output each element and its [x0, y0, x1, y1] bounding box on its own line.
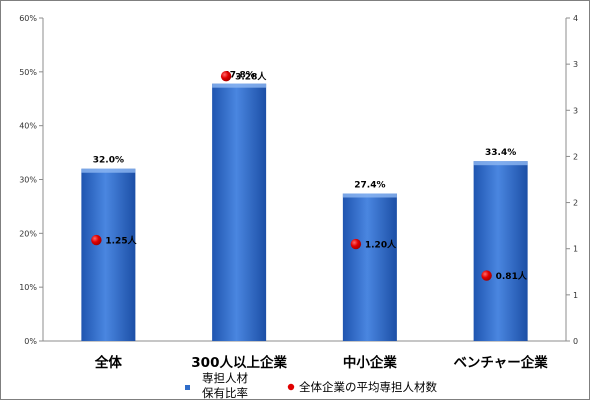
bar-data-label: 47.8% — [224, 71, 255, 81]
bar-data-label: 33.4% — [485, 148, 516, 158]
y-right-tick-label: 2 — [573, 199, 578, 208]
y-right-tick-label: 2 — [573, 152, 578, 161]
bar-data-label: 32.0% — [93, 156, 124, 166]
scatter-point — [220, 70, 232, 82]
legend-dot-label: 全体企業の平均専担人材数 — [299, 380, 437, 394]
legend-bar-swatch — [185, 385, 190, 390]
y-left-tick-label: 10% — [19, 283, 37, 292]
bars: 32.0% 47.8% 27.4% 33.4% — [81, 71, 528, 341]
scatter-point — [350, 238, 362, 250]
x-category-label: 300人以上企業 — [191, 354, 287, 371]
x-category-label: 中小企業 — [343, 354, 397, 371]
bar — [473, 161, 528, 341]
bar — [81, 168, 136, 341]
y-right-tick-label: 3 — [573, 106, 578, 115]
legend-dot-swatch — [287, 383, 295, 391]
bar-top-highlight — [342, 193, 397, 198]
bar — [212, 83, 267, 341]
x-category-label: ベンチャー企業 — [453, 354, 548, 371]
bar — [342, 193, 397, 341]
y-left-tick-label: 40% — [19, 122, 37, 131]
bar-top-highlight — [81, 168, 136, 173]
y-right-tick-label: 3 — [573, 60, 578, 69]
category-labels: 全体 300人以上企業 中小企業 ベンチャー企業 — [94, 354, 548, 371]
bar-top-highlight — [473, 161, 528, 166]
y-left-tick-label: 0% — [24, 337, 37, 346]
bar-top-highlight — [212, 83, 267, 88]
scatter-point — [481, 270, 492, 281]
y-right-tick-label: 0 — [573, 337, 578, 346]
point-data-label: 0.81人 — [496, 270, 528, 282]
bar-data-label: 27.4% — [354, 180, 385, 190]
x-category-label: 全体 — [94, 354, 122, 371]
scatter-point — [91, 234, 102, 246]
y-left-tick-label: 50% — [19, 68, 37, 77]
point-data-label: 3.28人 — [235, 71, 267, 83]
y-right-tick-label: 4 — [573, 14, 578, 23]
legend-bar-label-line1: 専担人材 — [202, 371, 248, 385]
y-left-tick-label: 20% — [19, 229, 37, 238]
scatter-points: 1.25人 3.28人 1.20人 0.81人 — [91, 71, 528, 282]
point-data-label: 1.20人 — [365, 239, 397, 251]
y-right-tick-label: 1 — [573, 245, 578, 254]
y-left-tick-label: 60% — [19, 14, 37, 23]
y-right-tick-label: 1 — [573, 291, 578, 300]
legend-bar-label-line2: 保有比率 — [202, 386, 248, 400]
point-data-label: 1.25人 — [105, 235, 137, 247]
legend: 専担人材 保有比率 全体企業の平均専担人材数 — [185, 371, 437, 400]
y-left-tick-label: 30% — [19, 176, 37, 185]
